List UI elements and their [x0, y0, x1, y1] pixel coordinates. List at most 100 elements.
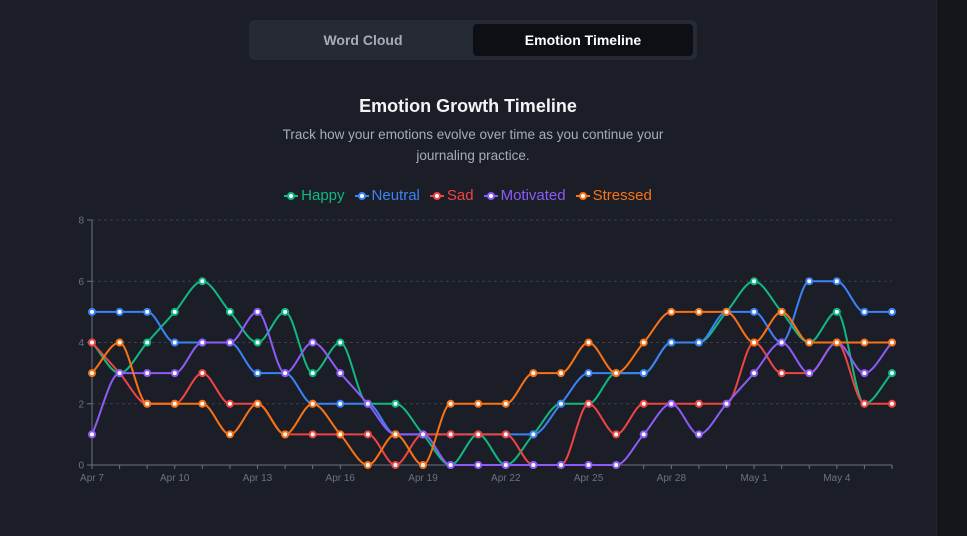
data-point-stressed [308, 399, 317, 408]
data-point-neutral [529, 430, 538, 439]
data-point-stressed [667, 307, 676, 316]
y-tick-label: 0 [78, 461, 84, 472]
tab-word-cloud[interactable]: Word Cloud [323, 32, 403, 48]
data-point-sad [694, 399, 703, 408]
data-point-sad [391, 461, 400, 469]
data-point-neutral [115, 307, 124, 316]
legend-label: Happy [301, 187, 345, 204]
data-point-motivated [860, 369, 869, 378]
data-point-motivated [198, 338, 207, 347]
data-point-neutral [584, 369, 593, 378]
x-tick-label: Apr 16 [326, 473, 356, 484]
data-point-happy [832, 307, 841, 316]
data-point-stressed [88, 369, 96, 378]
legend-item-happy[interactable]: Happy [284, 187, 345, 204]
x-tick-label: Apr 19 [408, 473, 438, 484]
data-point-sad [308, 430, 317, 439]
data-point-happy [170, 307, 179, 316]
data-point-sad [363, 430, 372, 439]
data-point-motivated [694, 430, 703, 439]
data-point-stressed [777, 307, 786, 316]
x-tick-label: Apr 7 [80, 473, 104, 484]
x-tick-label: Apr 28 [657, 473, 687, 484]
data-point-sad [860, 399, 869, 408]
tab-emotion-timeline[interactable]: Emotion Timeline [473, 24, 693, 56]
data-point-motivated [143, 369, 152, 378]
data-point-motivated [170, 369, 179, 378]
data-point-stressed [170, 399, 179, 408]
data-point-neutral [832, 277, 841, 286]
data-point-motivated [750, 369, 759, 378]
data-point-happy [143, 338, 152, 347]
data-point-stressed [832, 338, 841, 347]
data-point-stressed [529, 369, 538, 378]
data-point-stressed [556, 369, 565, 378]
data-point-neutral [639, 369, 648, 378]
data-point-motivated [253, 307, 262, 316]
data-point-sad [198, 369, 207, 378]
data-point-stressed [612, 369, 621, 378]
data-point-neutral [694, 338, 703, 347]
data-point-sad [474, 430, 483, 439]
data-point-motivated [474, 461, 483, 469]
data-point-neutral [667, 338, 676, 347]
data-point-neutral [860, 307, 869, 316]
data-point-motivated [556, 461, 565, 469]
data-point-neutral [805, 277, 814, 286]
data-point-motivated [584, 461, 593, 469]
data-point-neutral [88, 307, 96, 316]
data-point-stressed [363, 461, 372, 469]
data-point-neutral [750, 307, 759, 316]
data-point-neutral [888, 307, 896, 316]
data-point-stressed [805, 338, 814, 347]
data-point-stressed [584, 338, 593, 347]
legend-label: Sad [446, 187, 474, 204]
data-point-stressed [281, 430, 290, 439]
x-tick-label: May 1 [740, 473, 768, 484]
legend-label: Motivated [500, 187, 566, 204]
legend-item-motivated[interactable]: Motivated [483, 187, 566, 204]
legend-marker-icon [575, 191, 590, 201]
data-point-motivated [612, 461, 621, 469]
data-point-sad [777, 369, 786, 378]
data-point-happy [225, 307, 234, 316]
data-point-motivated [363, 399, 372, 408]
legend-label: Neutral [371, 187, 420, 204]
data-point-motivated [446, 461, 455, 469]
data-point-stressed [750, 338, 759, 347]
content-panel: Word Cloud Emotion Timeline Emotion Grow… [0, 0, 937, 536]
data-point-sad [612, 430, 621, 439]
legend-item-neutral[interactable]: Neutral [354, 187, 420, 204]
data-point-sad [888, 399, 896, 408]
x-tick-label: Apr 22 [491, 473, 521, 484]
y-tick-label: 6 [78, 277, 84, 288]
data-point-stressed [336, 430, 345, 439]
data-point-stressed [115, 338, 124, 347]
data-point-neutral [253, 369, 262, 378]
y-tick-label: 2 [78, 399, 84, 410]
data-point-motivated [639, 430, 648, 439]
chart-title: Emotion Growth Timeline [359, 96, 577, 116]
legend-item-sad[interactable]: Sad [429, 187, 474, 204]
legend-label: Stressed [592, 187, 652, 204]
data-point-stressed [860, 338, 869, 347]
data-point-stressed [225, 430, 234, 439]
legend-item-stressed[interactable]: Stressed [575, 187, 652, 204]
data-point-motivated [225, 338, 234, 347]
data-point-sad [446, 430, 455, 439]
data-point-motivated [777, 338, 786, 347]
data-point-stressed [391, 430, 400, 439]
data-point-happy [336, 338, 345, 347]
legend-marker-icon [483, 191, 498, 201]
data-point-motivated [667, 399, 676, 408]
legend-marker-icon [429, 191, 444, 201]
y-tick-label: 8 [78, 216, 84, 227]
data-point-neutral [336, 399, 345, 408]
x-tick-label: Apr 13 [243, 473, 273, 484]
chart-legend: Happy Neutral Sad Motivated Stressed [0, 187, 936, 204]
data-point-happy [281, 307, 290, 316]
data-point-stressed [888, 338, 896, 347]
data-point-motivated [501, 461, 510, 469]
data-point-stressed [722, 307, 731, 316]
emotion-timeline-chart: 0 2 4 6 8 Apr 7 Apr 10 Apr 13 Apr 16 Apr 19 Apr 22… [78, 216, 896, 484]
